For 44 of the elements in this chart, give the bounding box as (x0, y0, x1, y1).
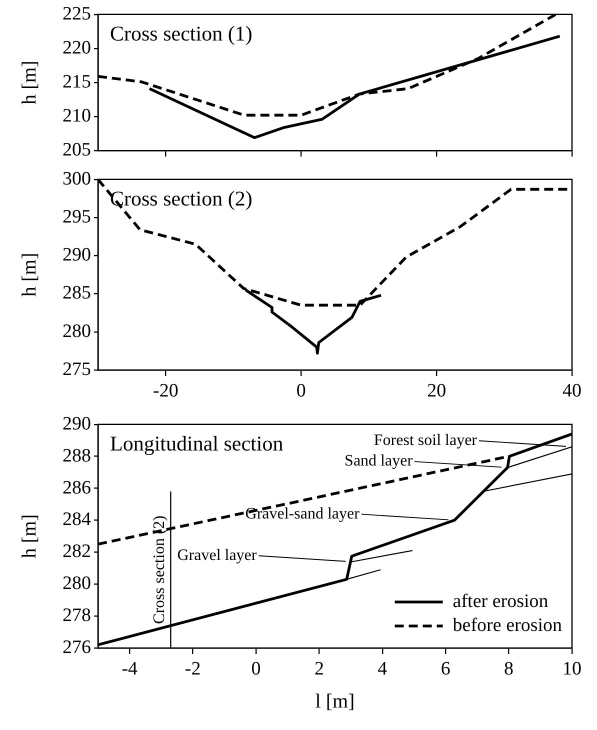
x-tick-label: 20 (427, 380, 446, 402)
y-axis-title: h [m] (18, 514, 40, 558)
y-axis-title: h [m] (18, 252, 40, 297)
y-tick-label: 282 (62, 541, 91, 562)
y-tick-label: 278 (62, 605, 91, 626)
y-tick-label: 280 (62, 320, 91, 342)
x-tick-label: 10 (562, 658, 582, 680)
annotation: Gravel layer (177, 546, 258, 564)
y-tick-label: 220 (62, 37, 91, 58)
x-tick-label: 8 (504, 658, 514, 680)
y-tick-label: 205 (62, 140, 91, 161)
y-tick-label: 225 (62, 3, 91, 24)
y-axis-title: h [m] (18, 60, 40, 104)
x-tick-label: -2 (184, 658, 201, 680)
y-tick-label: 284 (62, 509, 92, 530)
legend-label: before erosion (452, 614, 562, 636)
chart-title: Cross section (1) (110, 21, 252, 46)
annotation: Forest soil layer (374, 432, 478, 449)
x-tick-label: 0 (296, 380, 306, 402)
y-tick-label: 290 (62, 244, 91, 266)
x-tick-label: -20 (153, 380, 178, 402)
y-tick-label: 215 (62, 71, 91, 92)
x-tick-label: 2 (314, 658, 324, 680)
y-tick-label: 288 (62, 445, 91, 466)
y-tick-label: 285 (62, 282, 91, 304)
x-tick-label: 0 (251, 658, 261, 680)
y-tick-label: 280 (62, 573, 91, 594)
x-tick-label: 6 (440, 658, 450, 680)
x-tick-label: -4 (122, 658, 138, 680)
y-tick-label: 210 (62, 106, 91, 127)
x-tick-label: 40 (562, 380, 582, 402)
y-tick-label: 275 (62, 358, 91, 380)
y-tick-label: 286 (62, 477, 91, 498)
x-axis-title: l [m] (315, 690, 355, 712)
y-tick-label: 276 (62, 636, 91, 658)
chart-title: Cross section (2) (110, 186, 252, 210)
annotation: Sand layer (344, 452, 414, 470)
x-tick-label: 4 (378, 658, 388, 680)
legend-label: after erosion (452, 590, 549, 612)
y-tick-label: 300 (62, 168, 91, 190)
y-tick-label: 295 (62, 206, 91, 228)
chart-title: Longitudinal section (110, 431, 284, 456)
y-tick-label: 290 (62, 413, 91, 434)
annotation: Gravel-sand layer (245, 505, 360, 522)
